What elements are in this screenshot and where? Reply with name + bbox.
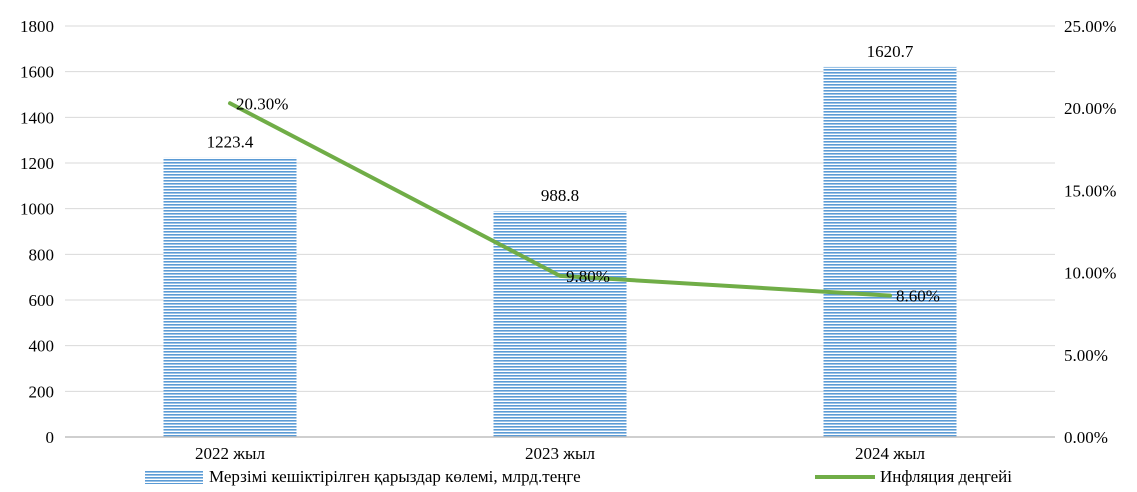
legend-bar-swatch [145, 470, 203, 484]
line-data-label: 8.60% [896, 287, 940, 306]
axes: 0 200 400 600 800 1000 1200 1400 1600 1800 0.00% 5.… [20, 17, 1116, 463]
x-axis-tick-label: 2024 жыл [855, 444, 925, 463]
right-axis-tick-label: 5.00% [1064, 346, 1108, 365]
legend: Мерзімі кешіктірілген қарыздар көлемі, м… [145, 467, 1012, 486]
left-axis-tick-label: 600 [29, 291, 55, 310]
left-axis-tick-label: 400 [29, 337, 55, 356]
bar-data-label: 988.8 [541, 186, 579, 205]
right-axis-tick-label: 20.00% [1064, 99, 1116, 118]
left-axis-tick-label: 0 [46, 428, 55, 447]
bar-data-label: 1620.7 [867, 42, 914, 61]
bar [823, 66, 957, 437]
left-axis-tick-label: 1400 [20, 108, 54, 127]
bar-series [163, 66, 957, 438]
right-axis-tick-label: 10.00% [1064, 264, 1116, 283]
left-axis-tick-label: 1000 [20, 200, 54, 219]
x-axis-tick-label: 2023 жыл [525, 444, 595, 463]
left-axis-tick-label: 1600 [20, 63, 54, 82]
legend-line-label: Инфляция деңгейі [880, 467, 1012, 486]
right-axis-tick-label: 15.00% [1064, 181, 1116, 200]
left-axis-tick-label: 800 [29, 245, 55, 264]
left-axis-tick-label: 1800 [20, 17, 54, 36]
bar [493, 211, 627, 437]
title-cutoff-band [0, 0, 1137, 20]
right-axis-tick-label: 0.00% [1064, 428, 1108, 447]
inflation-line [228, 101, 892, 298]
x-axis-tick-label: 2022 жыл [195, 444, 265, 463]
line-data-label: 20.30% [236, 94, 288, 113]
line-series [228, 101, 892, 298]
data-labels: 1223.4 988.8 1620.7 20.30% 9.80% 8.60% [207, 42, 940, 306]
right-axis-tick-label: 25.00% [1064, 17, 1116, 36]
bar-data-label: 1223.4 [207, 133, 254, 152]
left-axis-tick-label: 1200 [20, 154, 54, 173]
left-axis-tick-label: 200 [29, 382, 55, 401]
legend-bar-label: Мерзімі кешіктірілген қарыздар көлемі, м… [209, 467, 581, 486]
line-data-label: 9.80% [566, 267, 610, 286]
bar [163, 157, 297, 438]
